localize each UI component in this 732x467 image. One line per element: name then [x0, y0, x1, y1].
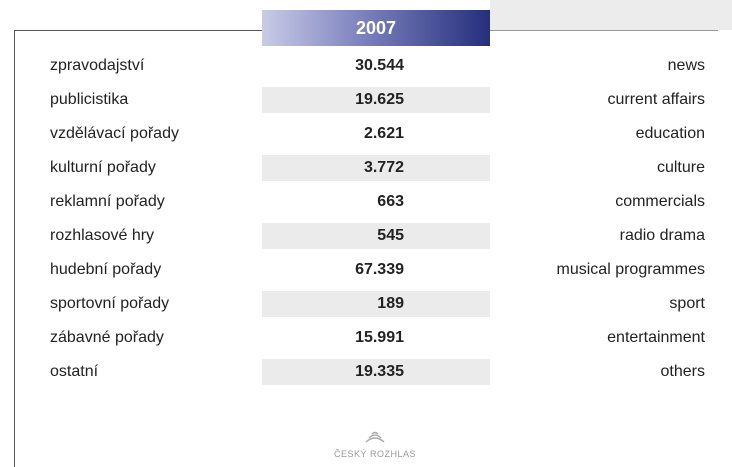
table-row: kulturní pořady 3.772 culture: [0, 155, 732, 181]
english-label: commercials: [615, 193, 705, 210]
czech-label: reklamní pořady: [50, 193, 165, 210]
logo-waves: [365, 431, 385, 443]
table-row: reklamní pořady 663 commercials: [0, 189, 732, 215]
table-row: zábavné pořady 15.991 entertainment: [0, 325, 732, 351]
value-cell: 663: [377, 193, 404, 210]
logo-icon: [364, 430, 386, 444]
english-label: sport: [669, 295, 705, 312]
value-cell: 2.621: [363, 125, 404, 142]
year-header: 2007: [262, 10, 490, 46]
czech-label: sportovní pořady: [50, 295, 170, 312]
value-cell: 15.991: [355, 329, 404, 346]
english-label: musical programmes: [556, 261, 705, 278]
czech-label: hudební pořady: [50, 261, 162, 278]
english-label: culture: [656, 159, 705, 176]
czech-label: publicistika: [50, 91, 129, 108]
czech-label: zábavné pořady: [50, 329, 164, 346]
value-cell: 67.339: [355, 261, 404, 278]
czech-label: kulturní pořady: [50, 159, 156, 176]
table-row: sportovní pořady 189 sport: [0, 291, 732, 317]
table-row: hudební pořady 67.339 musical programmes: [0, 257, 732, 283]
value-cell: 189: [262, 291, 490, 317]
frame-top-right: [490, 30, 718, 31]
table-row: zpravodajství 30.544 news: [0, 53, 732, 79]
value-cell: 3.772: [262, 155, 490, 181]
table-row: publicistika 19.625 current affairs: [0, 87, 732, 113]
english-label: education: [635, 125, 705, 142]
value-cell: 30.544: [355, 57, 404, 74]
table-row: ostatní 19.335 others: [0, 359, 732, 385]
gray-panel: [490, 0, 732, 30]
czech-label: ostatní: [50, 363, 99, 380]
value-cell: 545: [262, 223, 490, 249]
czech-label: rozhlasové hry: [50, 227, 155, 244]
english-label: radio drama: [619, 227, 705, 244]
table-row: vzdělávací pořady 2.621 education: [0, 121, 732, 147]
value-cell: 19.625: [262, 87, 490, 113]
czech-label: vzdělávací pořady: [50, 125, 179, 142]
english-label: current affairs: [607, 91, 705, 108]
czech-label: zpravodajství: [50, 57, 145, 74]
english-label: others: [660, 363, 705, 380]
value-cell: 19.335: [262, 359, 490, 385]
english-label: entertainment: [607, 329, 705, 346]
logo-text: ČESKÝ ROZHLAS: [333, 449, 417, 459]
frame-top-left: [14, 30, 262, 31]
frame-left: [14, 30, 15, 467]
table-row: rozhlasové hry 545 radio drama: [0, 223, 732, 249]
english-label: news: [667, 57, 705, 74]
